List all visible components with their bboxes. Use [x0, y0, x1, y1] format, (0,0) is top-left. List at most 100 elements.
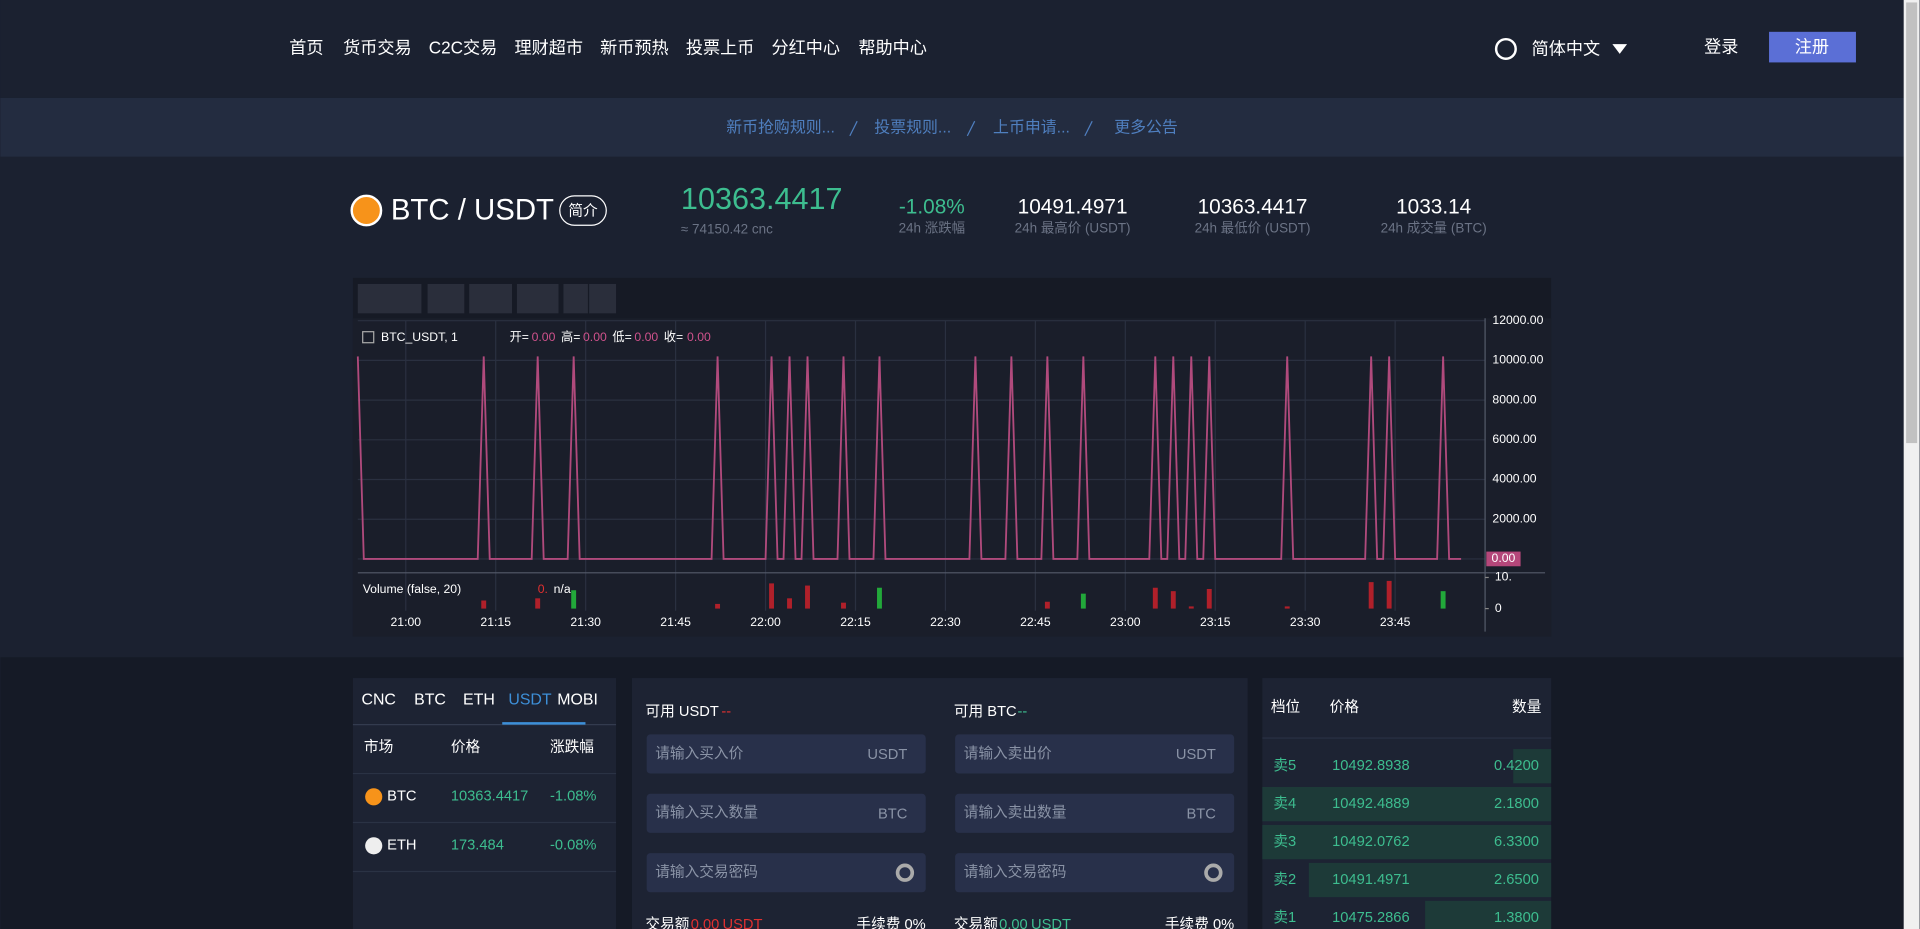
volume-bar — [1386, 580, 1392, 609]
separator — [966, 120, 976, 137]
nav-link[interactable]: 分红中心 — [772, 37, 841, 57]
order-price[interactable]: 10491.4971 — [1332, 872, 1410, 888]
volume-bar — [1284, 606, 1290, 609]
amount-label: 交易额 — [645, 915, 689, 929]
available-label: 可用 USDT — [645, 704, 718, 720]
x-tick-label: 21:00 — [390, 615, 421, 629]
level: 卖3 — [1273, 833, 1296, 850]
price-cnc: ≈ 74150.42 cnc — [681, 222, 773, 237]
market-name[interactable]: BTC — [387, 789, 417, 805]
x-tick-label: 22:30 — [930, 615, 961, 629]
register-label[interactable]: 注册 — [1795, 36, 1829, 56]
input-field[interactable] — [646, 853, 926, 893]
volume-bar — [1206, 588, 1212, 609]
order-price[interactable]: 10492.0762 — [1332, 834, 1410, 850]
y-tick-label: 0 — [1495, 601, 1502, 615]
market-tab[interactable]: ETH — [463, 691, 495, 708]
change: -1.08% — [899, 196, 965, 219]
order-price[interactable]: 10492.4889 — [1332, 796, 1410, 812]
market-tab[interactable]: MOBI — [557, 691, 598, 708]
nav-link[interactable]: 帮助中心 — [858, 37, 927, 57]
depth-bar — [1262, 824, 1552, 860]
register-button[interactable] — [1769, 31, 1856, 63]
order-amount: 1.3800 — [1494, 910, 1539, 926]
intro-button[interactable] — [559, 195, 607, 226]
toolbar-button[interactable] — [589, 283, 617, 314]
input-field[interactable] — [955, 853, 1235, 893]
notice-link[interactable]: 上币申请... — [993, 119, 1070, 137]
login-link[interactable]: 登录 — [1704, 36, 1738, 56]
last-price-tag — [1486, 551, 1521, 567]
order-amount: 6.3300 — [1494, 834, 1539, 850]
y-tick-label: 2000.00 — [1492, 511, 1536, 525]
input-field[interactable] — [955, 793, 1235, 833]
level: 卖2 — [1273, 871, 1296, 888]
change-label: 24h 涨跌幅 — [899, 220, 966, 235]
toolbar-button[interactable] — [427, 283, 465, 314]
ohlc-value: 0.00 — [583, 330, 607, 344]
order-price[interactable]: 10475.2866 — [1332, 910, 1410, 926]
x-tick-label: 22:15 — [840, 615, 871, 629]
x-tick-label: 23:00 — [1110, 615, 1141, 629]
volume-bar — [787, 598, 792, 609]
notice-link[interactable]: 更多公告 — [1114, 119, 1178, 137]
input-unit: BTC — [1186, 806, 1216, 822]
series-legend: BTC_USDT, 1 — [381, 330, 458, 344]
volume-bar — [1440, 591, 1446, 609]
dropdown-icon — [1612, 44, 1628, 54]
y-tick-label: 12000.00 — [1492, 313, 1543, 327]
y-tick-label: 10. — [1495, 570, 1512, 584]
price-line — [356, 356, 1462, 560]
nav-link[interactable]: 货币交易 — [343, 37, 412, 57]
market-name[interactable]: ETH — [387, 838, 416, 854]
toolbar-button[interactable] — [563, 283, 588, 314]
input-field[interactable] — [646, 734, 926, 774]
notice-link[interactable]: 投票规则... — [874, 119, 951, 137]
toolbar-button[interactable] — [516, 283, 559, 314]
last-price: 10363.4417 — [681, 182, 843, 216]
notice-link[interactable]: 新币抢购规则... — [726, 119, 835, 137]
nav-link[interactable]: 理财超市 — [514, 37, 583, 57]
input-field[interactable] — [955, 734, 1235, 774]
nav-link[interactable]: 投票上币 — [686, 37, 755, 57]
volume-bar — [571, 590, 577, 609]
market-panel — [352, 678, 617, 929]
intro-label[interactable]: 简介 — [568, 203, 598, 220]
chart-area — [352, 318, 1552, 637]
scrollbar-thumb[interactable] — [1906, 2, 1918, 444]
nav-link[interactable]: 新币预热 — [600, 37, 669, 57]
toolbar-button[interactable] — [469, 283, 513, 314]
market-tab[interactable]: CNC — [361, 691, 395, 708]
language-select[interactable]: 简体中文 — [1532, 39, 1601, 59]
column-header: 价格 — [451, 739, 481, 756]
notice-bar — [0, 97, 1920, 157]
input-placeholder: 请输入交易密码 — [655, 863, 758, 881]
market-change: -1.08% — [550, 789, 597, 805]
x-tick-label: 22:00 — [750, 615, 781, 629]
nav-link[interactable]: 首页 — [289, 37, 323, 57]
market-price: 10363.4417 — [451, 789, 529, 805]
nav-link[interactable]: C2C交易 — [429, 37, 498, 57]
toolbar-button[interactable] — [357, 283, 422, 314]
level: 卖1 — [1273, 909, 1296, 926]
input-placeholder: 请输入买入价 — [655, 745, 743, 762]
x-tick-label: 23:30 — [1290, 615, 1321, 629]
x-tick-label: 21:45 — [660, 615, 691, 629]
y-tick-label: 8000.00 — [1492, 392, 1536, 406]
ohlc-label: 收= — [664, 330, 683, 344]
input-placeholder: 请输入卖出价 — [964, 745, 1052, 762]
order-price[interactable]: 10492.8938 — [1332, 758, 1410, 774]
order-amount: 0.4200 — [1494, 758, 1539, 774]
coin-icon — [350, 194, 383, 227]
y-tick-label: 6000.00 — [1492, 432, 1536, 446]
market-change: -0.08% — [550, 838, 597, 854]
volume-bar — [1170, 591, 1176, 609]
amount-unit: USDT — [1031, 917, 1071, 929]
coin-icon — [365, 837, 383, 855]
volume-bar — [1152, 587, 1158, 609]
input-field[interactable] — [646, 793, 926, 833]
market-tab[interactable]: USDT — [508, 691, 552, 708]
market-tab[interactable]: BTC — [414, 691, 446, 708]
column-header: 数量 — [1512, 698, 1542, 715]
